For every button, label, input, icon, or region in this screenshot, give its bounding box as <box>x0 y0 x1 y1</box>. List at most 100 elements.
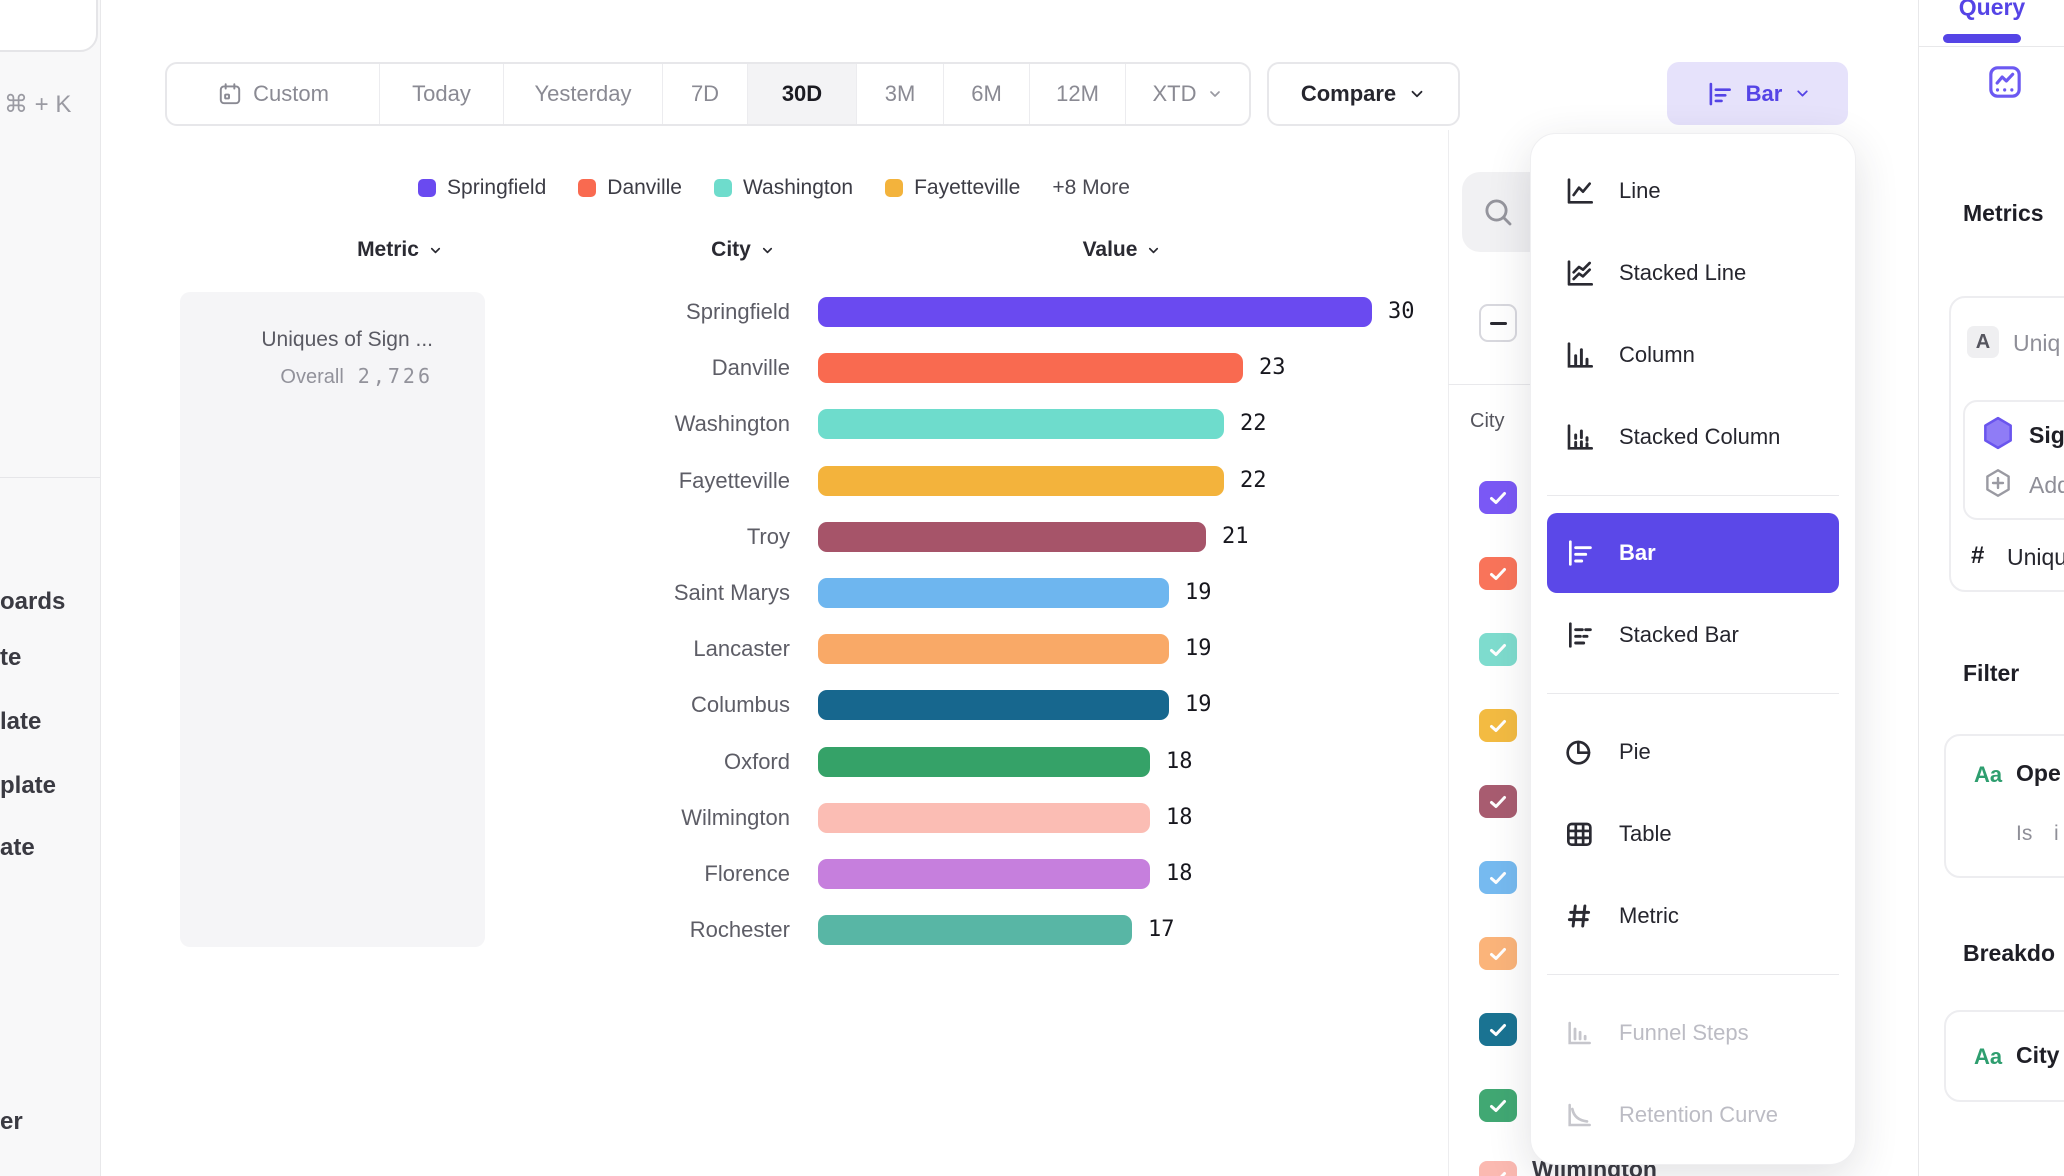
date-range-7d[interactable]: 7D <box>663 64 748 124</box>
metric-card[interactable]: Uniques of Sign ... Overall 2,726 <box>180 292 485 947</box>
chart-type-menu: Line Stacked Line Column Stacked Column Bar S… <box>1530 133 1856 1165</box>
add-event-icon[interactable] <box>1981 466 2015 500</box>
filter-property-label: Ope <box>2016 760 2061 786</box>
date-range-xtd[interactable]: XTD <box>1126 64 1249 124</box>
date-range-12m[interactable]: 12M <box>1030 64 1126 124</box>
date-range-label: 3M <box>884 81 916 106</box>
menu-item-funnel-steps[interactable]: Funnel Steps <box>1531 992 1855 1074</box>
sidebar-search-box[interactable] <box>0 0 98 52</box>
sidebar-item[interactable]: oards <box>0 588 66 615</box>
metric-overall: Overall 2,726 <box>180 364 433 389</box>
menu-item-label: Bar <box>1619 540 1656 565</box>
date-range-30d[interactable]: 30D <box>748 64 857 124</box>
menu-item-retention-curve[interactable]: Retention Curve <box>1531 1074 1855 1156</box>
city-checkbox[interactable] <box>1479 785 1517 818</box>
bar[interactable] <box>818 297 1372 327</box>
legend-more-button[interactable]: +8 More <box>1052 176 1130 199</box>
date-range-yesterday[interactable]: Yesterday <box>504 64 663 124</box>
date-range-6m[interactable]: 6M <box>944 64 1030 124</box>
menu-item-line[interactable]: Line <box>1531 150 1855 232</box>
check-icon <box>1486 562 1510 586</box>
city-checkbox[interactable] <box>1479 709 1517 742</box>
panel-divider <box>1448 130 1449 1176</box>
select-all-checkbox[interactable] <box>1479 304 1517 342</box>
date-range-3m[interactable]: 3M <box>857 64 944 124</box>
legend-item-springfield[interactable]: Springfield <box>418 176 546 200</box>
menu-item-label: Funnel Steps <box>1619 1020 1749 1045</box>
sidebar-item[interactable]: plate <box>0 772 57 799</box>
menu-item-label: Stacked Column <box>1619 424 1781 449</box>
menu-item-pie[interactable]: Pie <box>1531 711 1855 793</box>
bar[interactable] <box>818 634 1169 665</box>
bar[interactable] <box>818 859 1150 889</box>
bar-value: 19 <box>1185 580 1212 605</box>
query-panel: Query Metrics A Uniq Sig Add # Uniqu Fil… <box>1918 0 2064 1176</box>
check-icon <box>1486 714 1510 738</box>
city-checkbox[interactable] <box>1479 937 1517 970</box>
chevron-down-icon <box>1146 243 1161 258</box>
menu-item-label: Stacked Bar <box>1619 622 1739 647</box>
tab-query[interactable]: Query <box>1958 0 2026 20</box>
menu-item-stacked-bar[interactable]: Stacked Bar <box>1531 594 1855 676</box>
bar-value: 30 <box>1388 299 1415 324</box>
event-card[interactable]: Sig Add <box>1963 400 2064 520</box>
bar[interactable] <box>818 690 1169 721</box>
city-checkbox[interactable] <box>1479 1161 1517 1176</box>
sidebar-item[interactable]: er <box>0 1108 23 1135</box>
check-icon <box>1486 866 1510 890</box>
metric-title: Uniques of Sign ... <box>261 328 433 351</box>
menu-item-label: Metric <box>1619 903 1679 928</box>
legend-item-fayetteville[interactable]: Fayetteville <box>885 176 1020 200</box>
filter-card[interactable]: Aa Ope Is i <box>1944 734 2064 878</box>
column-header-metric[interactable]: Metric <box>280 238 520 262</box>
check-icon <box>1486 486 1510 510</box>
menu-item-label: Table <box>1619 821 1672 846</box>
column-header-city[interactable]: City <box>643 238 843 262</box>
legend-item-washington[interactable]: Washington <box>713 176 854 200</box>
bar-value: 17 <box>1148 917 1175 943</box>
city-checkbox[interactable] <box>1479 861 1517 894</box>
compare-button[interactable]: Compare <box>1267 62 1460 126</box>
compare-label: Compare <box>1300 81 1397 106</box>
menu-item-metric[interactable]: Metric <box>1531 875 1855 957</box>
filter-value[interactable]: i <box>2054 822 2059 845</box>
city-header-label: City <box>711 238 751 261</box>
bar[interactable] <box>818 353 1243 384</box>
sidebar-item[interactable]: te <box>0 644 22 671</box>
bar[interactable] <box>818 409 1224 440</box>
date-range-today[interactable]: Today <box>380 64 504 124</box>
filter-operator[interactable]: Is <box>2016 822 2033 845</box>
city-checkbox[interactable] <box>1479 633 1517 666</box>
breakdown-card[interactable]: Aa City <box>1944 1010 2064 1102</box>
insights-chart-icon[interactable] <box>1985 62 2025 102</box>
legend-item-danville[interactable]: Danville <box>578 176 682 200</box>
bar[interactable] <box>818 465 1224 496</box>
menu-item-stacked-column[interactable]: Stacked Column <box>1531 396 1855 478</box>
legend-label: Washington <box>742 176 854 199</box>
bar[interactable] <box>818 521 1206 552</box>
menu-item-stacked-line[interactable]: Stacked Line <box>1531 232 1855 314</box>
bar[interactable] <box>818 746 1150 777</box>
city-checkbox[interactable] <box>1479 481 1517 514</box>
city-checkbox[interactable] <box>1479 1013 1517 1046</box>
menu-item-column[interactable]: Column <box>1531 314 1855 396</box>
menu-item-bar[interactable]: Bar <box>1547 513 1839 593</box>
sidebar-item[interactable]: ate <box>0 834 35 861</box>
bar[interactable] <box>818 915 1132 946</box>
add-event-label[interactable]: Add <box>2029 472 2064 498</box>
date-range-custom[interactable]: Custom <box>167 64 380 124</box>
sidebar-divider <box>0 477 100 478</box>
menu-item-table[interactable]: Table <box>1531 793 1855 875</box>
metric-definition-card[interactable]: A Uniq Sig Add # Uniqu <box>1949 296 2064 592</box>
bar-label: Rochester <box>689 917 790 943</box>
retention-chart-icon <box>1563 1099 1595 1131</box>
bar[interactable] <box>818 802 1150 833</box>
city-checkbox[interactable] <box>1479 1089 1517 1122</box>
column-header-value[interactable]: Value <box>1022 238 1222 262</box>
legend-swatch <box>713 179 732 197</box>
bar[interactable] <box>818 578 1169 608</box>
chart-type-button[interactable]: Bar <box>1667 62 1848 125</box>
sidebar-item[interactable]: late <box>0 708 42 735</box>
aggregation-label[interactable]: Uniqu <box>2007 544 2064 570</box>
city-checkbox[interactable] <box>1479 557 1517 590</box>
